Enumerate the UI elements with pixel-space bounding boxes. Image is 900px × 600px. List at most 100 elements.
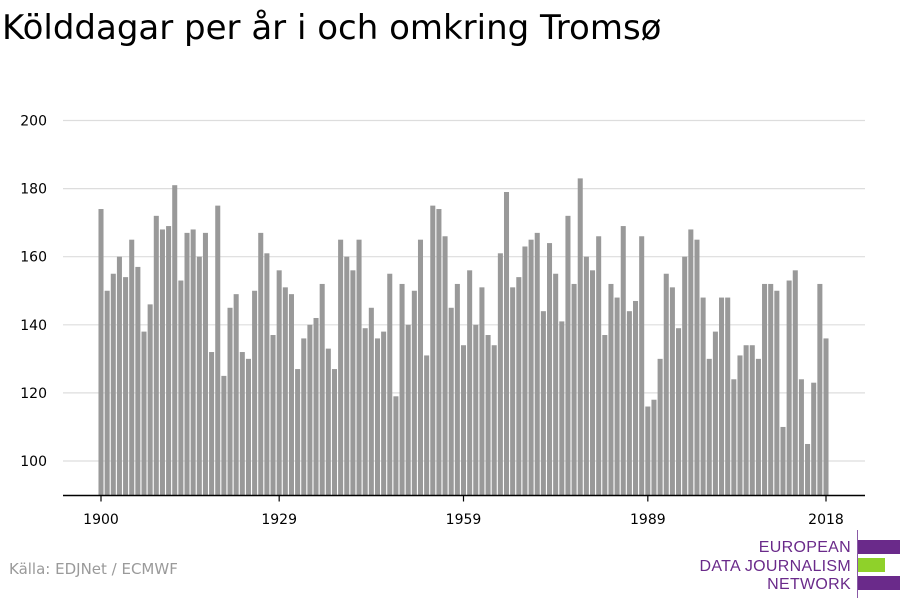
bar-1919[interactable] — [215, 205, 221, 496]
bar-1917[interactable] — [202, 232, 208, 496]
bar-1910[interactable] — [159, 229, 165, 496]
bar-2001[interactable] — [719, 297, 725, 496]
bar-1984[interactable] — [614, 297, 620, 496]
bar-1975[interactable] — [559, 321, 565, 496]
bar-1978[interactable] — [577, 178, 583, 496]
bar-1951[interactable] — [411, 290, 417, 496]
bar-1916[interactable] — [196, 256, 202, 496]
bar-1944[interactable] — [368, 307, 374, 496]
bar-1952[interactable] — [417, 239, 424, 496]
bar-1992[interactable] — [663, 273, 669, 496]
bar-1974[interactable] — [553, 273, 559, 496]
bar-1918[interactable] — [209, 352, 215, 496]
bar-1960[interactable] — [467, 270, 473, 496]
bar-1923[interactable] — [239, 352, 245, 496]
bar-1921[interactable] — [227, 307, 233, 496]
bar-1967[interactable] — [510, 287, 516, 496]
bar-1902[interactable] — [110, 273, 116, 496]
bar-1993[interactable] — [669, 287, 675, 496]
bar-1941[interactable] — [350, 270, 356, 496]
bar-1996[interactable] — [688, 229, 694, 496]
bar-2013[interactable] — [792, 270, 798, 496]
bar-1956[interactable] — [442, 236, 448, 496]
bar-2017[interactable] — [817, 283, 823, 496]
bar-1915[interactable] — [190, 229, 196, 496]
bar-1947[interactable] — [387, 273, 393, 496]
bar-1904[interactable] — [123, 277, 129, 496]
bar-1931[interactable] — [288, 294, 294, 496]
bar-1955[interactable] — [436, 209, 442, 496]
bar-1981[interactable] — [596, 236, 602, 496]
bar-1987[interactable] — [633, 300, 639, 496]
bar-1994[interactable] — [676, 328, 682, 496]
bar-1942[interactable] — [356, 239, 362, 496]
bar-1972[interactable] — [540, 311, 546, 496]
bar-1983[interactable] — [608, 283, 614, 496]
bar-1958[interactable] — [454, 283, 460, 496]
bar-1907[interactable] — [141, 331, 147, 496]
bar-1953[interactable] — [424, 355, 430, 496]
bar-1912[interactable] — [172, 185, 178, 496]
bar-1995[interactable] — [682, 256, 688, 496]
bar-1999[interactable] — [706, 358, 712, 496]
bar-1926[interactable] — [258, 232, 264, 496]
bar-2009[interactable] — [768, 283, 774, 496]
bar-1976[interactable] — [565, 215, 571, 496]
bar-1905[interactable] — [129, 239, 135, 496]
bar-1948[interactable] — [393, 396, 399, 496]
bar-2016[interactable] — [811, 382, 817, 496]
bar-2000[interactable] — [712, 331, 718, 496]
bar-2003[interactable] — [731, 379, 737, 496]
bar-1986[interactable] — [626, 311, 632, 496]
bar-1950[interactable] — [405, 324, 411, 496]
bar-1922[interactable] — [233, 294, 239, 496]
bar-2007[interactable] — [755, 358, 761, 496]
bar-2018[interactable] — [823, 338, 829, 496]
bar-1928[interactable] — [270, 335, 276, 496]
bar-1943[interactable] — [362, 328, 368, 496]
bar-1964[interactable] — [491, 345, 497, 496]
bar-1945[interactable] — [374, 338, 380, 496]
bar-2011[interactable] — [780, 426, 786, 496]
bar-1989[interactable] — [645, 406, 651, 496]
bar-1961[interactable] — [473, 324, 479, 496]
bar-2008[interactable] — [762, 283, 768, 496]
bar-2012[interactable] — [786, 280, 792, 496]
bar-1985[interactable] — [620, 226, 626, 496]
bar-2002[interactable] — [725, 297, 731, 496]
bar-1938[interactable] — [331, 369, 337, 496]
bar-1940[interactable] — [344, 256, 350, 496]
bar-1933[interactable] — [301, 338, 307, 496]
bar-1990[interactable] — [651, 399, 657, 496]
bar-1936[interactable] — [319, 283, 325, 496]
bar-1970[interactable] — [528, 239, 534, 496]
bar-1965[interactable] — [497, 253, 503, 496]
bar-1913[interactable] — [178, 280, 184, 496]
bar-1908[interactable] — [147, 304, 153, 496]
bar-1971[interactable] — [534, 232, 540, 496]
bar-1901[interactable] — [104, 290, 110, 496]
bar-1925[interactable] — [252, 290, 258, 496]
bar-1954[interactable] — [430, 205, 436, 496]
bar-1980[interactable] — [590, 270, 596, 496]
bar-2014[interactable] — [798, 379, 804, 496]
bar-1924[interactable] — [245, 358, 251, 496]
bar-1900[interactable] — [98, 209, 104, 496]
bar-1935[interactable] — [313, 317, 319, 496]
bar-1979[interactable] — [583, 256, 589, 496]
bar-2004[interactable] — [737, 355, 743, 496]
bar-1982[interactable] — [602, 335, 608, 496]
bar-1997[interactable] — [694, 239, 700, 496]
bar-1973[interactable] — [547, 243, 553, 496]
bar-1991[interactable] — [657, 358, 663, 496]
bar-1962[interactable] — [479, 287, 485, 496]
bar-1929[interactable] — [276, 270, 282, 496]
bar-2006[interactable] — [749, 345, 755, 496]
bar-1977[interactable] — [571, 283, 577, 496]
bar-1920[interactable] — [221, 375, 227, 496]
bar-1959[interactable] — [460, 345, 467, 496]
bar-2005[interactable] — [743, 345, 749, 496]
bar-1957[interactable] — [448, 307, 454, 496]
bar-1988[interactable] — [639, 236, 645, 496]
bar-1914[interactable] — [184, 232, 190, 496]
